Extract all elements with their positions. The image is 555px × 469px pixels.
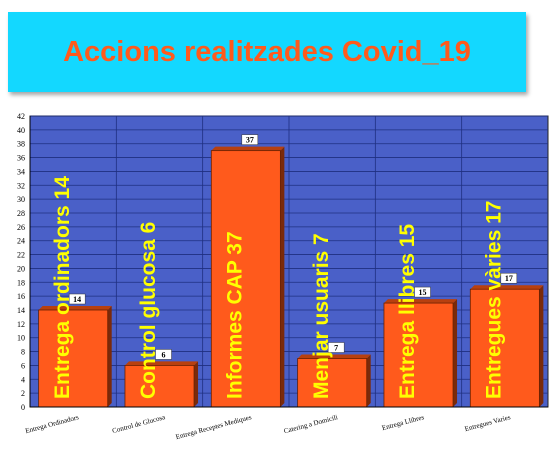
bar-side [194,361,199,407]
bar-chart: 0246810121416182022242628303234363840421… [17,112,549,441]
bar-top [211,146,285,151]
annotation-label: Control glucosa 6 [137,222,160,399]
bar-side [539,285,544,407]
data-label: 7 [334,344,338,353]
data-label-box [414,286,431,298]
annotation-label: Entrega ordinadors 14 [51,176,74,399]
data-label-box [68,293,86,305]
y-tick-label: 36 [17,154,25,163]
annotation-label: Informes CAP 37 [224,231,247,399]
y-tick-label: 24 [17,237,25,246]
bar-top [383,299,458,304]
bar [124,365,195,408]
data-label: 14 [73,295,81,304]
bar-top [297,354,371,359]
x-tick-label: Entrega Receptes Mediques [175,413,253,441]
bar-side [453,299,458,407]
y-tick-label: 0 [21,403,25,412]
data-label-box [500,272,518,284]
y-tick-label: 12 [17,320,25,329]
x-tick-label: Entregues Varies [464,413,512,433]
y-tick-label: 20 [17,264,25,273]
data-label-box [155,349,172,360]
annotation-label: Entregues vàries 17 [483,201,506,399]
y-tick-label: 32 [17,181,25,190]
bar-top [38,306,112,310]
bar-side [107,306,112,407]
bar [383,302,454,408]
x-tick-label: Entrega Llibres [381,413,425,432]
y-tick-label: 4 [21,375,25,384]
bar-side [280,146,285,407]
bar-top [124,361,199,366]
annotation-label: Entrega llibres 15 [396,224,419,399]
y-tick-label: 10 [17,334,25,343]
data-label: 15 [419,288,427,297]
y-tick-label: 30 [17,195,25,204]
y-tick-label: 38 [17,140,25,149]
annotation-label: Menjar usuaris 7 [310,233,333,399]
y-tick-label: 2 [21,389,25,398]
data-label-box [327,342,345,353]
data-label: 37 [246,136,254,145]
y-tick-label: 8 [21,348,25,357]
y-tick-label: 26 [17,223,25,232]
y-tick-label: 34 [17,167,25,176]
x-tick-label: Control de Glucosa [111,413,167,435]
y-tick-label: 40 [17,126,25,135]
bar [210,150,281,408]
y-tick-label: 18 [17,278,25,287]
bar [297,358,368,408]
title-banner: Accions realitzades Covid_19 [8,12,526,92]
bar [38,309,109,408]
x-tick-label: Catering a Domicili [283,413,339,435]
y-tick-label: 14 [17,306,25,315]
data-label-box [241,134,259,145]
y-tick-label: 16 [17,292,25,301]
y-tick-label: 22 [17,251,25,260]
bar [469,288,540,408]
x-tick-label: Entrega Ordinadors [24,413,79,435]
bar-side [366,354,371,407]
chart-title: Accions realitzades Covid_19 [63,35,471,68]
data-label: 6 [162,350,166,359]
y-tick-label: 6 [21,361,25,370]
y-tick-label: 28 [17,209,25,218]
bar-top [470,285,544,290]
y-tick-label: 42 [17,112,25,121]
data-label: 17 [505,274,513,283]
